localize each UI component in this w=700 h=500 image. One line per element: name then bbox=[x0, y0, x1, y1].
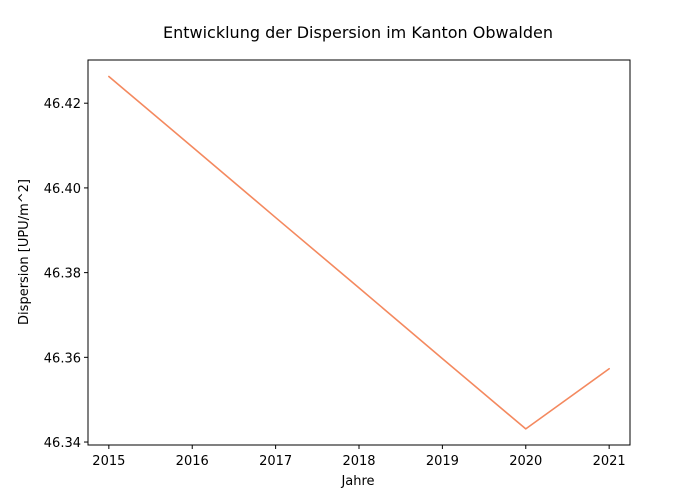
x-tick-label: 2017 bbox=[259, 454, 292, 469]
x-tick-label: 2021 bbox=[593, 454, 626, 469]
y-tick-label: 46.34 bbox=[44, 436, 81, 451]
y-tick-label: 46.42 bbox=[44, 97, 81, 112]
x-axis-label: Jahre bbox=[340, 474, 374, 489]
x-tick-label: 2016 bbox=[176, 454, 209, 469]
series-layer bbox=[108, 75, 610, 430]
x-axis: 2015 2016 2017 2018 2019 2020 2021 bbox=[92, 445, 626, 469]
chart-title: Entwicklung der Dispersion im Kanton Obw… bbox=[163, 23, 553, 42]
y-tick-label: 46.38 bbox=[44, 267, 81, 282]
x-tick-label: 2020 bbox=[509, 454, 542, 469]
y-axis: 46.34 46.36 46.38 46.40 46.42 bbox=[44, 97, 88, 451]
y-axis-label: Dispersion [UPU/m^2] bbox=[17, 179, 32, 325]
series-line bbox=[108, 75, 610, 430]
x-tick-label: 2018 bbox=[342, 454, 375, 469]
y-tick-label: 46.40 bbox=[44, 182, 81, 197]
x-tick-label: 2015 bbox=[92, 454, 125, 469]
y-tick-label: 46.36 bbox=[44, 351, 81, 366]
plot-area bbox=[87, 59, 631, 446]
x-tick-label: 2019 bbox=[426, 454, 459, 469]
